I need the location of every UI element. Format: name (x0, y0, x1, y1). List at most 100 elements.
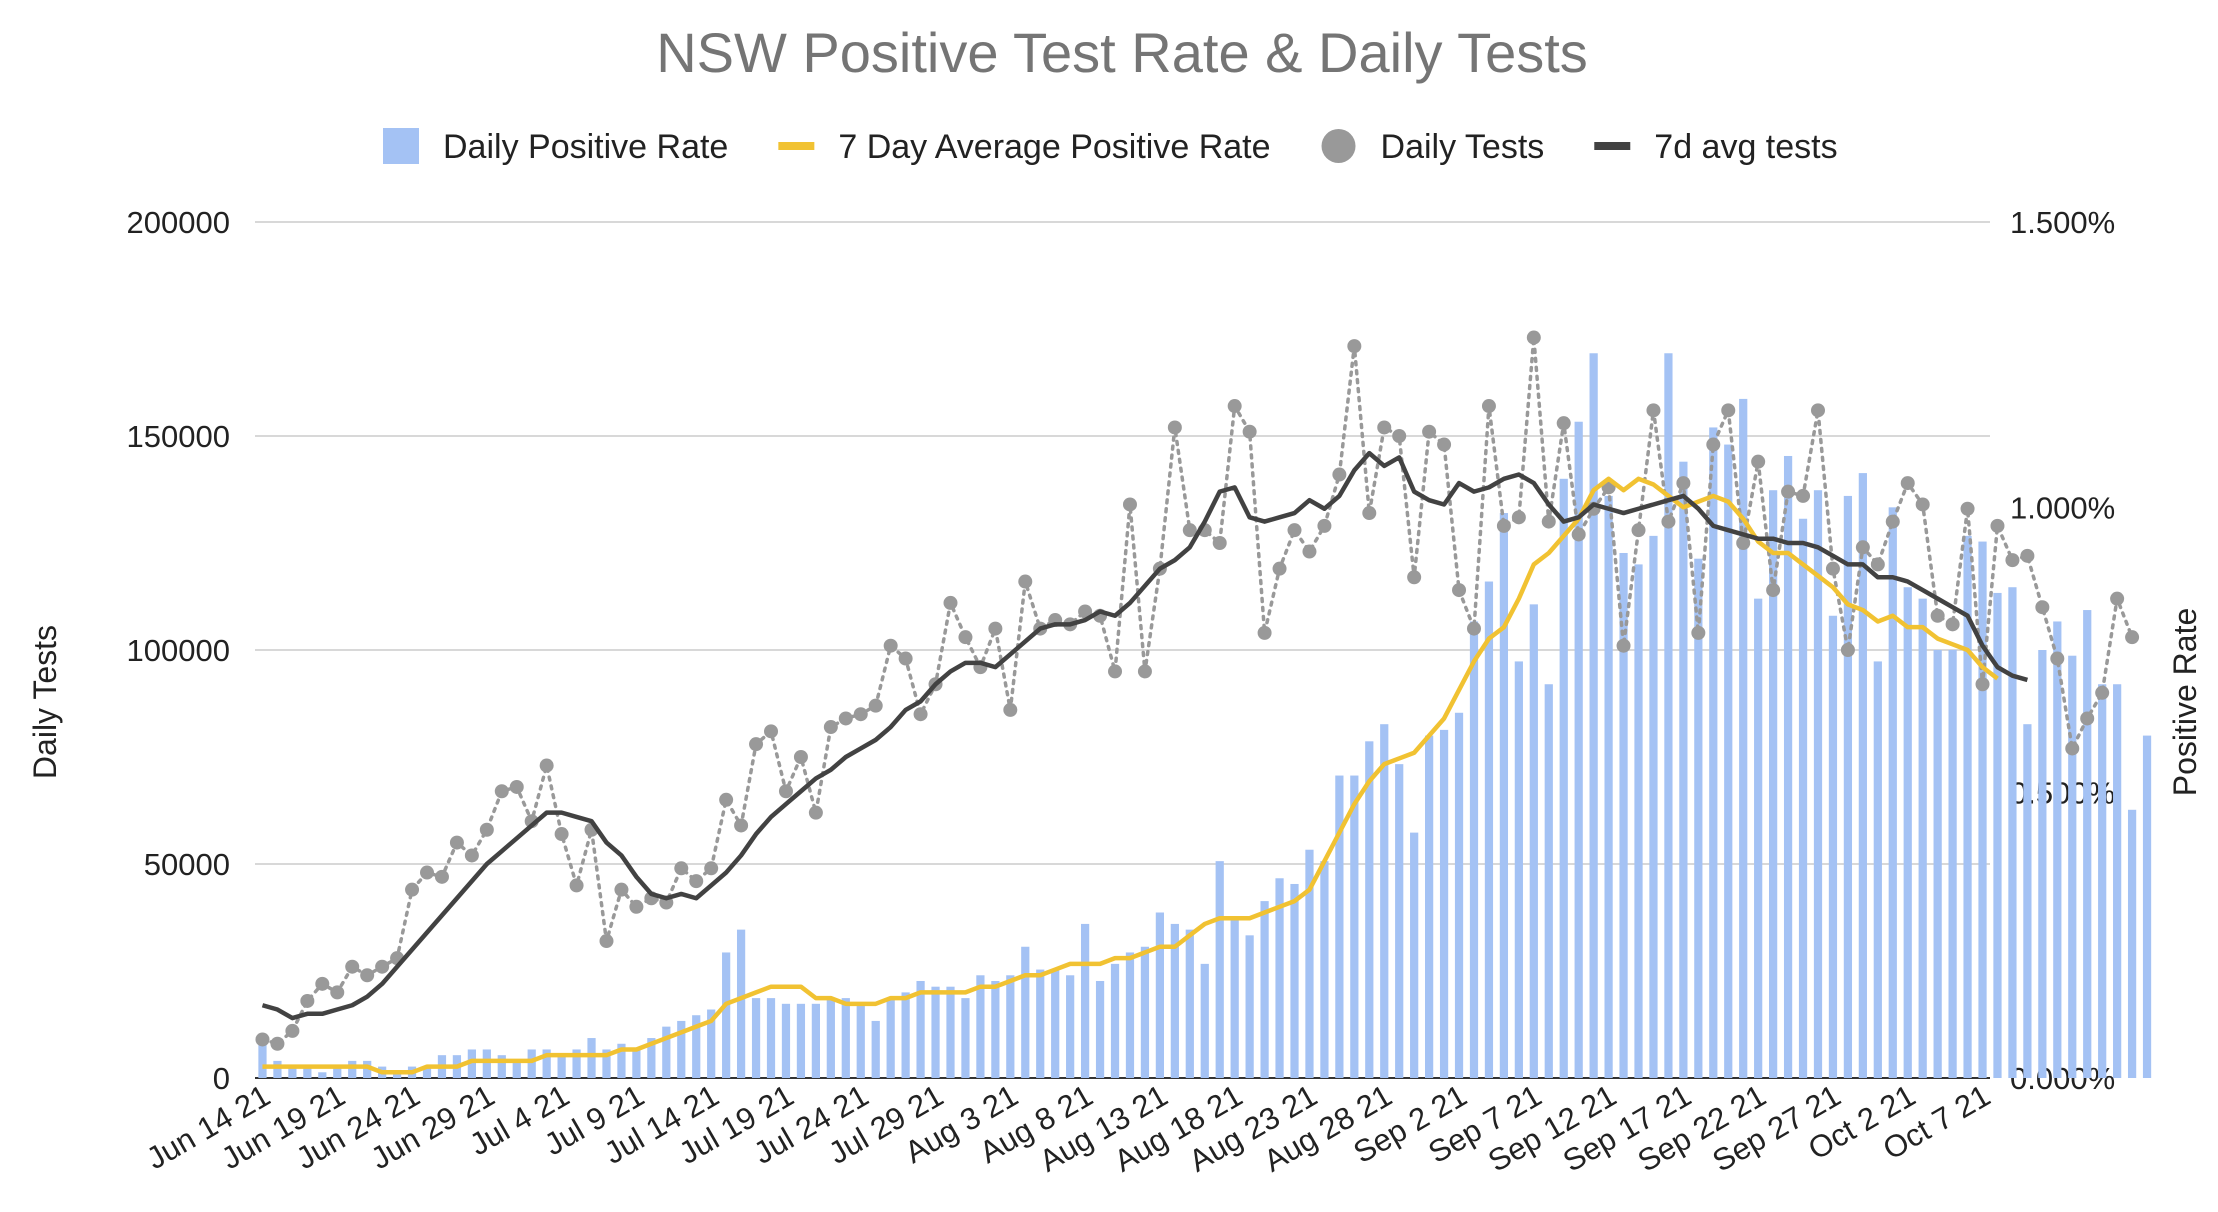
daily-tests-point (1960, 501, 1975, 516)
daily-tests-point (1511, 510, 1526, 525)
daily-tests-point (300, 993, 315, 1008)
daily-tests-point (868, 698, 883, 713)
daily-tests-point (1751, 454, 1766, 469)
left-axis-ticks: 0 50000 100000 150000 200000 (127, 205, 230, 1096)
positive-rate-bar (811, 1003, 820, 1078)
daily-tests-point (330, 985, 345, 1000)
positive-rate-bar (1066, 975, 1075, 1078)
daily-tests-point (808, 805, 823, 820)
daily-tests-point (943, 595, 958, 610)
positive-rate-bar (662, 1026, 671, 1078)
positive-rate-bar (722, 952, 731, 1078)
daily-tests-point (405, 882, 420, 897)
positive-rate-bar (2023, 724, 2032, 1078)
positive-rate-bar (1589, 353, 1598, 1079)
positive-rate-bar (1095, 980, 1105, 1078)
daily-tests-point (883, 638, 898, 653)
positive-rate-bar (2113, 684, 2122, 1078)
positive-rate-bar (1993, 592, 2002, 1078)
daily-tests-point (1302, 544, 1317, 559)
positive-rate-bar (1410, 832, 1419, 1078)
daily-tests-point (1556, 416, 1571, 431)
daily-tests-point (1631, 523, 1646, 538)
daily-tests-point (1646, 403, 1661, 418)
daily-tests-point (1122, 497, 1137, 512)
daily-tests-point (778, 784, 793, 799)
positive-rate-bar (736, 929, 746, 1078)
positive-rate-bar (572, 1049, 581, 1078)
positive-rate-bar (1155, 912, 1165, 1078)
positive-rate-bar (1514, 661, 1523, 1078)
daily-tests-point (599, 934, 614, 949)
daily-tests-point (1018, 574, 1033, 589)
daily-tests-point (614, 882, 629, 897)
daily-tests-point (1362, 506, 1377, 521)
positive-rate-bar (467, 1049, 476, 1078)
positive-rate-bar (1679, 461, 1688, 1078)
legend-label: 7d avg tests (1654, 128, 1837, 166)
positive-rate-bar (318, 1072, 327, 1078)
positive-rate-bar (422, 1066, 432, 1078)
daily-tests-point (2020, 548, 2035, 563)
daily-tests-point (1915, 497, 1930, 512)
daily-tests-point (1437, 437, 1452, 452)
daily-tests-point (1810, 403, 1825, 418)
daily-tests-point (1661, 514, 1676, 529)
daily-tests-point (629, 899, 644, 914)
daily-tests-point (2065, 741, 2080, 756)
daily-tests-point (1840, 643, 1855, 657)
positive-rate-bar (961, 998, 970, 1078)
positive-rate-bar (886, 998, 895, 1078)
positive-rate-bar (632, 1049, 641, 1078)
positive-rate-bar (1260, 901, 1269, 1078)
daily-tests-point (838, 711, 853, 726)
positive-rate-bar (273, 1060, 282, 1078)
y2-axis-label: Positive Rate (2167, 608, 2203, 797)
y2-tick-label: 1.500% (2010, 205, 2115, 240)
daily-tests-point (1885, 514, 1900, 529)
positive-rate-bar (991, 980, 1000, 1078)
daily-tests-point (1945, 617, 1960, 632)
positive-rate-bar (1125, 952, 1135, 1078)
daily-tests-point (255, 1032, 270, 1047)
daily-tests-point (449, 835, 464, 850)
daily-tests-point (1870, 557, 1885, 572)
y-tick-label: 100000 (127, 633, 230, 668)
positive-rate-bar (527, 1049, 536, 1078)
positive-rate-bar (602, 1049, 611, 1078)
positive-rate-bars (258, 353, 2152, 1079)
y-tick-label: 200000 (127, 205, 230, 240)
positive-rate-bar (1978, 541, 1987, 1078)
positive-rate-bar (2083, 610, 2092, 1078)
positive-rate-bar (363, 1060, 372, 1078)
y-axis-label: Daily Tests (27, 625, 63, 779)
positive-rate-bar (1574, 421, 1583, 1078)
positive-rate-bar (1320, 861, 1329, 1078)
daily-tests-point (2035, 600, 2050, 615)
legend-label: 7 Day Average Positive Rate (838, 128, 1270, 166)
positive-rate-bar (258, 1038, 267, 1078)
daily-tests-point (1616, 638, 1631, 653)
legend-swatch (1321, 129, 1356, 163)
positive-rate-bar (542, 1049, 551, 1078)
daily-tests-point (1078, 604, 1093, 619)
daily-tests-point (1407, 570, 1422, 585)
daily-tests-point (1392, 429, 1407, 443)
daily-tests-point (2110, 591, 2125, 606)
daily-tests-point (1347, 339, 1362, 354)
positive-rate-bar (2038, 650, 2047, 1078)
daily-tests-point (2095, 685, 2110, 700)
positive-rate-bar (1006, 975, 1015, 1078)
positive-rate-bar (1036, 969, 1045, 1078)
daily-tests-point (1167, 420, 1182, 435)
daily-tests-point (1182, 523, 1197, 538)
daily-tests-point (375, 959, 390, 974)
daily-tests-point (509, 779, 524, 794)
positive-rate-bar (946, 986, 955, 1078)
positive-rate-bar (1395, 764, 1404, 1078)
positive-rate-bar (1499, 513, 1509, 1078)
daily-tests-point (1452, 583, 1467, 598)
positive-rate-bar (766, 998, 776, 1078)
